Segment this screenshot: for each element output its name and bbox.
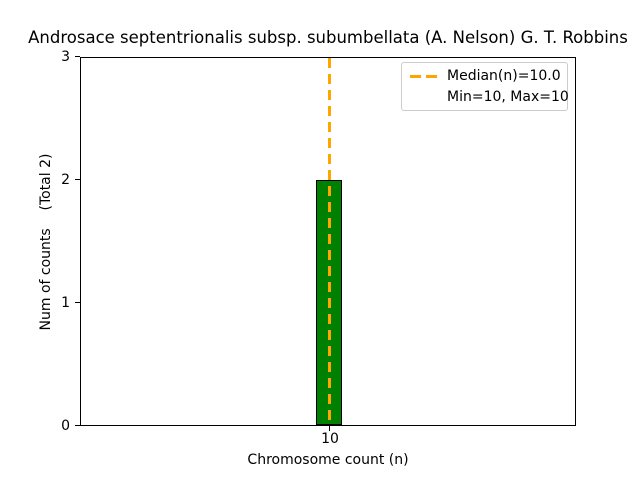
legend-entry-minmax: Min=10, Max=10: [410, 87, 569, 107]
blank-handle: [410, 95, 437, 98]
ytick-label-1: 1: [61, 295, 70, 311]
ytick-label-0: 0: [61, 418, 70, 434]
ytick-label-3: 3: [61, 49, 70, 65]
ytick-label-2: 2: [61, 172, 70, 188]
y-axis-label: Num of counts (Total 2): [38, 153, 54, 331]
legend-label-minmax: Min=10, Max=10: [447, 88, 569, 105]
chart-title: Androsace septentrionalis subsp. subumbe…: [28, 28, 628, 47]
legend: Median(n)=10.0 Min=10, Max=10: [401, 62, 569, 111]
median-line: [327, 58, 331, 425]
xtick-mark-10: [329, 426, 331, 431]
ytick-mark-3: [75, 56, 80, 58]
legend-entry-median: Median(n)=10.0: [410, 66, 561, 86]
ytick-mark-0: [75, 425, 80, 427]
ytick-mark-2: [75, 179, 80, 181]
dashed-line-icon: [410, 74, 437, 78]
ytick-mark-1: [75, 302, 80, 304]
x-axis-label: Chromosome count (n): [247, 452, 409, 468]
plot-area: [80, 57, 576, 426]
legend-label-median: Median(n)=10.0: [447, 68, 561, 85]
xtick-label-10: 10: [321, 431, 339, 447]
